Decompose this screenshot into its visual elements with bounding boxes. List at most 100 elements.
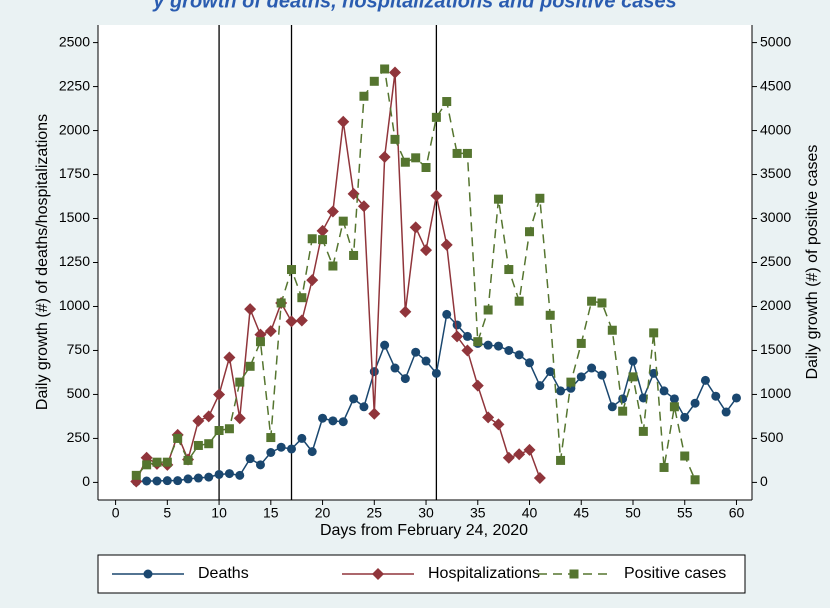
y-tick-label: 2500 (59, 33, 90, 49)
point (525, 358, 535, 368)
point (359, 402, 369, 412)
x-tick-label: 45 (573, 505, 589, 521)
point (328, 416, 338, 426)
point (430, 189, 443, 202)
point (306, 274, 319, 287)
point (326, 205, 339, 218)
point (142, 460, 152, 470)
point (297, 293, 307, 303)
point (669, 402, 679, 412)
point (224, 469, 234, 479)
point (213, 388, 226, 401)
point (566, 377, 576, 387)
y2-tick-label: 1000 (760, 385, 791, 401)
point (462, 148, 472, 158)
point (411, 347, 421, 357)
point (525, 227, 535, 237)
point (192, 414, 205, 427)
point (618, 406, 628, 416)
point (659, 462, 669, 472)
point (359, 91, 369, 101)
y-tick-label: 250 (67, 429, 91, 445)
y-tick-label: 0 (82, 473, 90, 489)
point (493, 194, 503, 204)
point (152, 457, 162, 467)
point (700, 375, 710, 385)
y2-tick-label: 500 (760, 429, 784, 445)
plot-area (98, 25, 752, 500)
x-tick-label: 10 (211, 505, 227, 521)
x-tick-label: 5 (163, 505, 171, 521)
point (245, 454, 255, 464)
point (473, 337, 483, 347)
point (690, 475, 700, 485)
point (618, 394, 628, 404)
y-tick-label: 500 (67, 385, 91, 401)
point (318, 413, 328, 423)
point (493, 341, 503, 351)
y-tick-label: 2000 (59, 121, 90, 137)
point (255, 460, 265, 470)
x-tick-label: 20 (315, 505, 331, 521)
point (576, 372, 586, 382)
point (535, 193, 545, 203)
point (502, 451, 515, 464)
y2-tick-label: 2500 (760, 253, 791, 269)
point (452, 320, 462, 330)
point (297, 433, 307, 443)
point (264, 325, 277, 338)
point (431, 368, 441, 378)
x-tick-label: 40 (522, 505, 538, 521)
point (440, 238, 453, 251)
point (204, 439, 214, 449)
point (162, 457, 172, 467)
point (587, 296, 597, 306)
y-tick-label: 1250 (59, 253, 90, 269)
point (255, 337, 265, 347)
point (482, 411, 495, 424)
point (442, 309, 452, 319)
y2-tick-label: 0 (760, 473, 768, 489)
point (287, 444, 297, 454)
point (307, 234, 317, 244)
point (152, 476, 162, 486)
point (731, 393, 741, 403)
legend (97, 554, 746, 594)
point (276, 298, 286, 308)
x-tick-label: 60 (729, 505, 745, 521)
point (307, 447, 317, 457)
x-tick-label: 25 (367, 505, 383, 521)
point (638, 393, 648, 403)
point (349, 250, 359, 260)
y2-axis-title: Daily growth (#) of positive cases (804, 145, 821, 380)
point (224, 424, 234, 434)
point (244, 303, 257, 316)
point (545, 367, 555, 377)
point (338, 216, 348, 226)
point (183, 455, 193, 465)
point (442, 97, 452, 107)
point (285, 315, 298, 328)
legend-marker (372, 568, 384, 580)
point (368, 407, 381, 420)
x-tick-label: 35 (470, 505, 486, 521)
point (451, 330, 464, 343)
y-tick-label: 1500 (59, 209, 90, 225)
point (421, 163, 431, 172)
point (235, 377, 245, 387)
point (514, 296, 524, 306)
point (318, 235, 328, 245)
y-tick-label: 1750 (59, 165, 90, 181)
point (576, 338, 586, 348)
point (390, 363, 400, 373)
y2-tick-label: 2000 (760, 297, 791, 313)
legend-marker (569, 569, 579, 579)
x-tick-label: 50 (625, 505, 641, 521)
y-tick-label: 1000 (59, 297, 90, 313)
x-axis-title: Days from February 24, 2020 (320, 522, 528, 539)
point (483, 340, 493, 350)
legend-marker (143, 569, 153, 579)
point (337, 115, 350, 128)
point (492, 418, 505, 431)
